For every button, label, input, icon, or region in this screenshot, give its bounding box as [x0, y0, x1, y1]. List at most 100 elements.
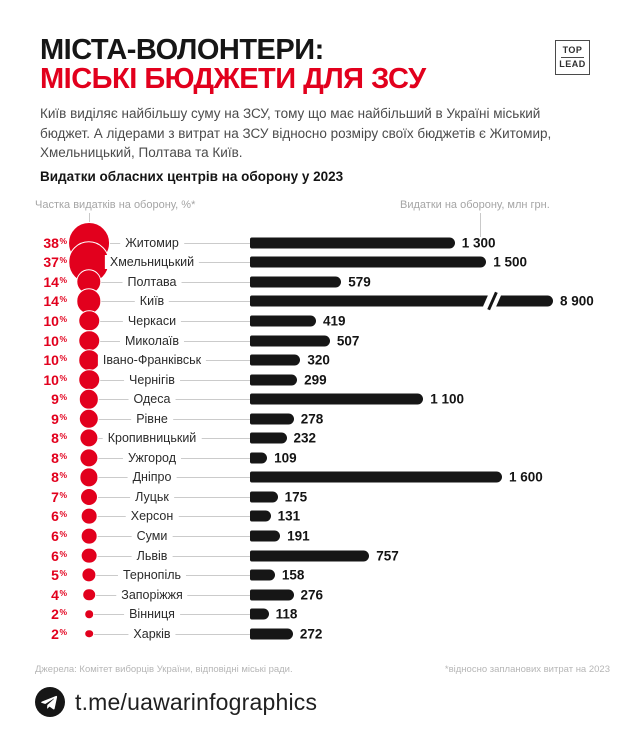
share-percent-label: 9%	[51, 410, 67, 427]
percent-sign: %	[59, 294, 67, 305]
percent-sign: %	[59, 235, 67, 246]
share-bubble	[79, 467, 99, 487]
chart-title: Видатки обласних центрів на оборону у 20…	[40, 169, 344, 184]
percent-sign: %	[59, 274, 67, 285]
spend-value-label: 1 500	[493, 254, 528, 270]
share-percent-label: 10%	[43, 332, 67, 349]
toplead-logo: TOP LEAD	[555, 40, 590, 75]
spend-bar	[250, 354, 301, 366]
spend-bar	[250, 374, 298, 386]
percent-sign: %	[59, 470, 67, 481]
city-label: Тернопіль	[117, 568, 187, 583]
sources-note: Джерела: Комітет виборців України, відпо…	[35, 664, 293, 675]
share-bubble	[80, 527, 98, 545]
chart-row: 6% Суми 191	[0, 526, 640, 546]
share-percent-label: 6%	[51, 547, 67, 564]
spend-value-label: 272	[299, 626, 323, 642]
percent-sign: %	[59, 392, 67, 403]
percent-sign: %	[59, 450, 67, 461]
spend-value-label: 757	[376, 548, 399, 564]
city-label: Вінниця	[124, 607, 180, 622]
spend-bar	[250, 452, 268, 464]
percent-sign: %	[59, 607, 67, 618]
spend-value-label: 8 900	[560, 293, 594, 309]
spend-bar	[250, 471, 502, 483]
spend-bar	[250, 491, 278, 503]
telegram-handle: t.me/uawarinfographics	[75, 688, 318, 715]
chart-row: 2% Харків 272	[0, 624, 640, 644]
spend-value-label: 419	[322, 313, 346, 329]
city-label: Ужгород	[122, 450, 182, 465]
chart-row: 6% Херсон 131	[0, 507, 640, 527]
spend-value-label: 1 600	[509, 469, 543, 485]
toplead-logo-top: TOP	[562, 45, 583, 55]
chart-row: 10% Івано-Франківськ 320	[0, 349, 640, 371]
share-bubble	[79, 448, 99, 468]
spend-value-label: 276	[300, 587, 323, 603]
chart-rows: 38% Житомир 1 300 37% Хмельницький 1 500…	[0, 221, 640, 645]
share-bubble	[78, 408, 100, 429]
share-percent-label: 38%	[43, 234, 67, 251]
spend-value-label: 579	[348, 274, 371, 290]
chart-row: 2% Вінниця 118	[0, 604, 640, 624]
share-percent-label: 4%	[51, 586, 67, 603]
chart-row: 7% Луцьк 175	[0, 487, 640, 507]
percent-sign: %	[59, 333, 67, 344]
city-label: Черкаси	[122, 313, 182, 328]
spend-bar	[250, 335, 330, 347]
share-percent-label: 8%	[51, 469, 67, 486]
percent-sign: %	[59, 353, 67, 364]
percent-sign: %	[59, 509, 67, 520]
spend-bar	[250, 589, 294, 601]
city-label: Полтава	[122, 274, 182, 289]
title-line-2: МІСЬКІ БЮДЖЕТИ ДЛЯ ЗСУ	[40, 63, 426, 95]
chart-row: 10% Чернігів 299	[0, 368, 640, 391]
share-percent-label: 2%	[51, 625, 67, 642]
telegram-link[interactable]: t.me/uawarinfographics	[35, 687, 317, 717]
share-bubble	[79, 428, 99, 448]
chart-row: 8% Дніпро 1 600	[0, 467, 640, 488]
spend-bar	[250, 432, 287, 444]
chart-row: 37% Хмельницький 1 500	[0, 241, 640, 284]
share-percent-label: 6%	[51, 508, 67, 525]
toplead-logo-bottom: LEAD	[559, 59, 586, 69]
spend-bar	[250, 237, 455, 249]
page-title: МІСТА-ВОЛОНТЕРИ: МІСЬКІ БЮДЖЕТИ ДЛЯ ЗСУ	[40, 36, 426, 94]
share-bubble	[78, 310, 100, 332]
city-label: Івано-Франківськ	[97, 353, 207, 368]
intro-paragraph: Київ виділяє найбільшу суму на ЗСУ, тому…	[40, 106, 552, 160]
spend-bar	[250, 291, 553, 312]
city-label: Херсон	[125, 509, 179, 524]
share-percent-label: 8%	[51, 449, 67, 466]
share-bubble	[81, 567, 97, 583]
share-percent-label: 6%	[51, 528, 67, 545]
spend-bar	[250, 530, 281, 542]
share-bubble	[78, 388, 100, 410]
share-percent-label: 37%	[43, 254, 67, 271]
spend-value-label: 118	[275, 606, 298, 622]
axis-tick-left	[89, 213, 90, 224]
percent-sign: %	[59, 255, 67, 266]
share-percent-label: 8%	[51, 430, 67, 447]
share-bubble	[80, 487, 98, 506]
city-label: Суми	[131, 529, 173, 544]
share-percent-label: 14%	[43, 293, 67, 310]
city-label: Харків	[128, 626, 176, 641]
spend-bar	[250, 315, 316, 327]
percent-sign: %	[59, 529, 67, 540]
chart-row: 5% Тернопіль 158	[0, 565, 640, 585]
axis-label-spend: Видатки на оборону, млн грн.	[400, 199, 550, 211]
spend-bar	[250, 393, 424, 405]
city-label: Львів	[131, 548, 173, 563]
spend-value-label: 1 100	[430, 391, 465, 407]
share-percent-label: 14%	[43, 273, 67, 290]
share-percent-label: 10%	[43, 312, 67, 329]
spend-value-label: 191	[287, 528, 310, 544]
percent-sign: %	[59, 372, 67, 383]
share-bubble	[84, 628, 94, 639]
spend-value-label: 175	[284, 489, 308, 505]
chart-row: 9% Одеса 1 100	[0, 388, 640, 410]
share-bubble	[80, 508, 98, 525]
spend-value-label: 109	[274, 450, 297, 466]
city-label: Чернігів	[124, 372, 180, 387]
